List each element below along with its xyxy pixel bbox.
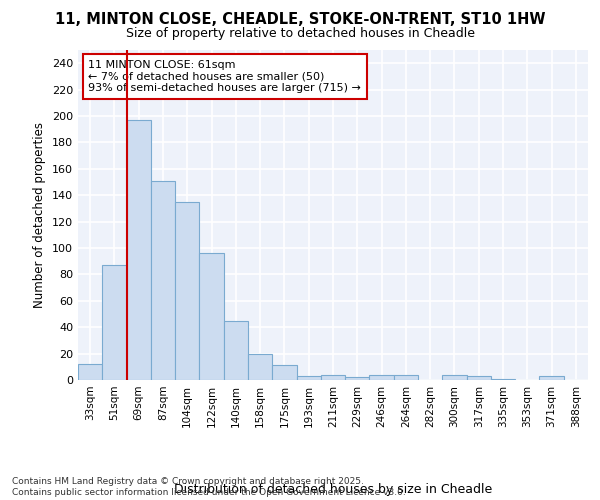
Bar <box>491 378 515 380</box>
Bar <box>370 374 394 380</box>
Bar <box>127 120 151 380</box>
Bar <box>467 376 491 380</box>
Bar <box>151 180 175 380</box>
Bar <box>102 265 127 380</box>
Text: 11 MINTON CLOSE: 61sqm
← 7% of detached houses are smaller (50)
93% of semi-deta: 11 MINTON CLOSE: 61sqm ← 7% of detached … <box>88 60 361 93</box>
Text: Size of property relative to detached houses in Cheadle: Size of property relative to detached ho… <box>125 28 475 40</box>
Bar <box>248 354 272 380</box>
Bar <box>224 320 248 380</box>
Bar <box>321 374 345 380</box>
Bar <box>199 254 224 380</box>
Text: Contains HM Land Registry data © Crown copyright and database right 2025.
Contai: Contains HM Land Registry data © Crown c… <box>12 478 406 497</box>
X-axis label: Distribution of detached houses by size in Cheadle: Distribution of detached houses by size … <box>174 482 492 496</box>
Bar <box>296 376 321 380</box>
Bar <box>345 378 370 380</box>
Bar <box>272 366 296 380</box>
Bar <box>394 374 418 380</box>
Bar <box>442 374 467 380</box>
Bar <box>78 364 102 380</box>
Text: 11, MINTON CLOSE, CHEADLE, STOKE-ON-TRENT, ST10 1HW: 11, MINTON CLOSE, CHEADLE, STOKE-ON-TREN… <box>55 12 545 28</box>
Bar <box>175 202 199 380</box>
Bar <box>539 376 564 380</box>
Y-axis label: Number of detached properties: Number of detached properties <box>34 122 46 308</box>
